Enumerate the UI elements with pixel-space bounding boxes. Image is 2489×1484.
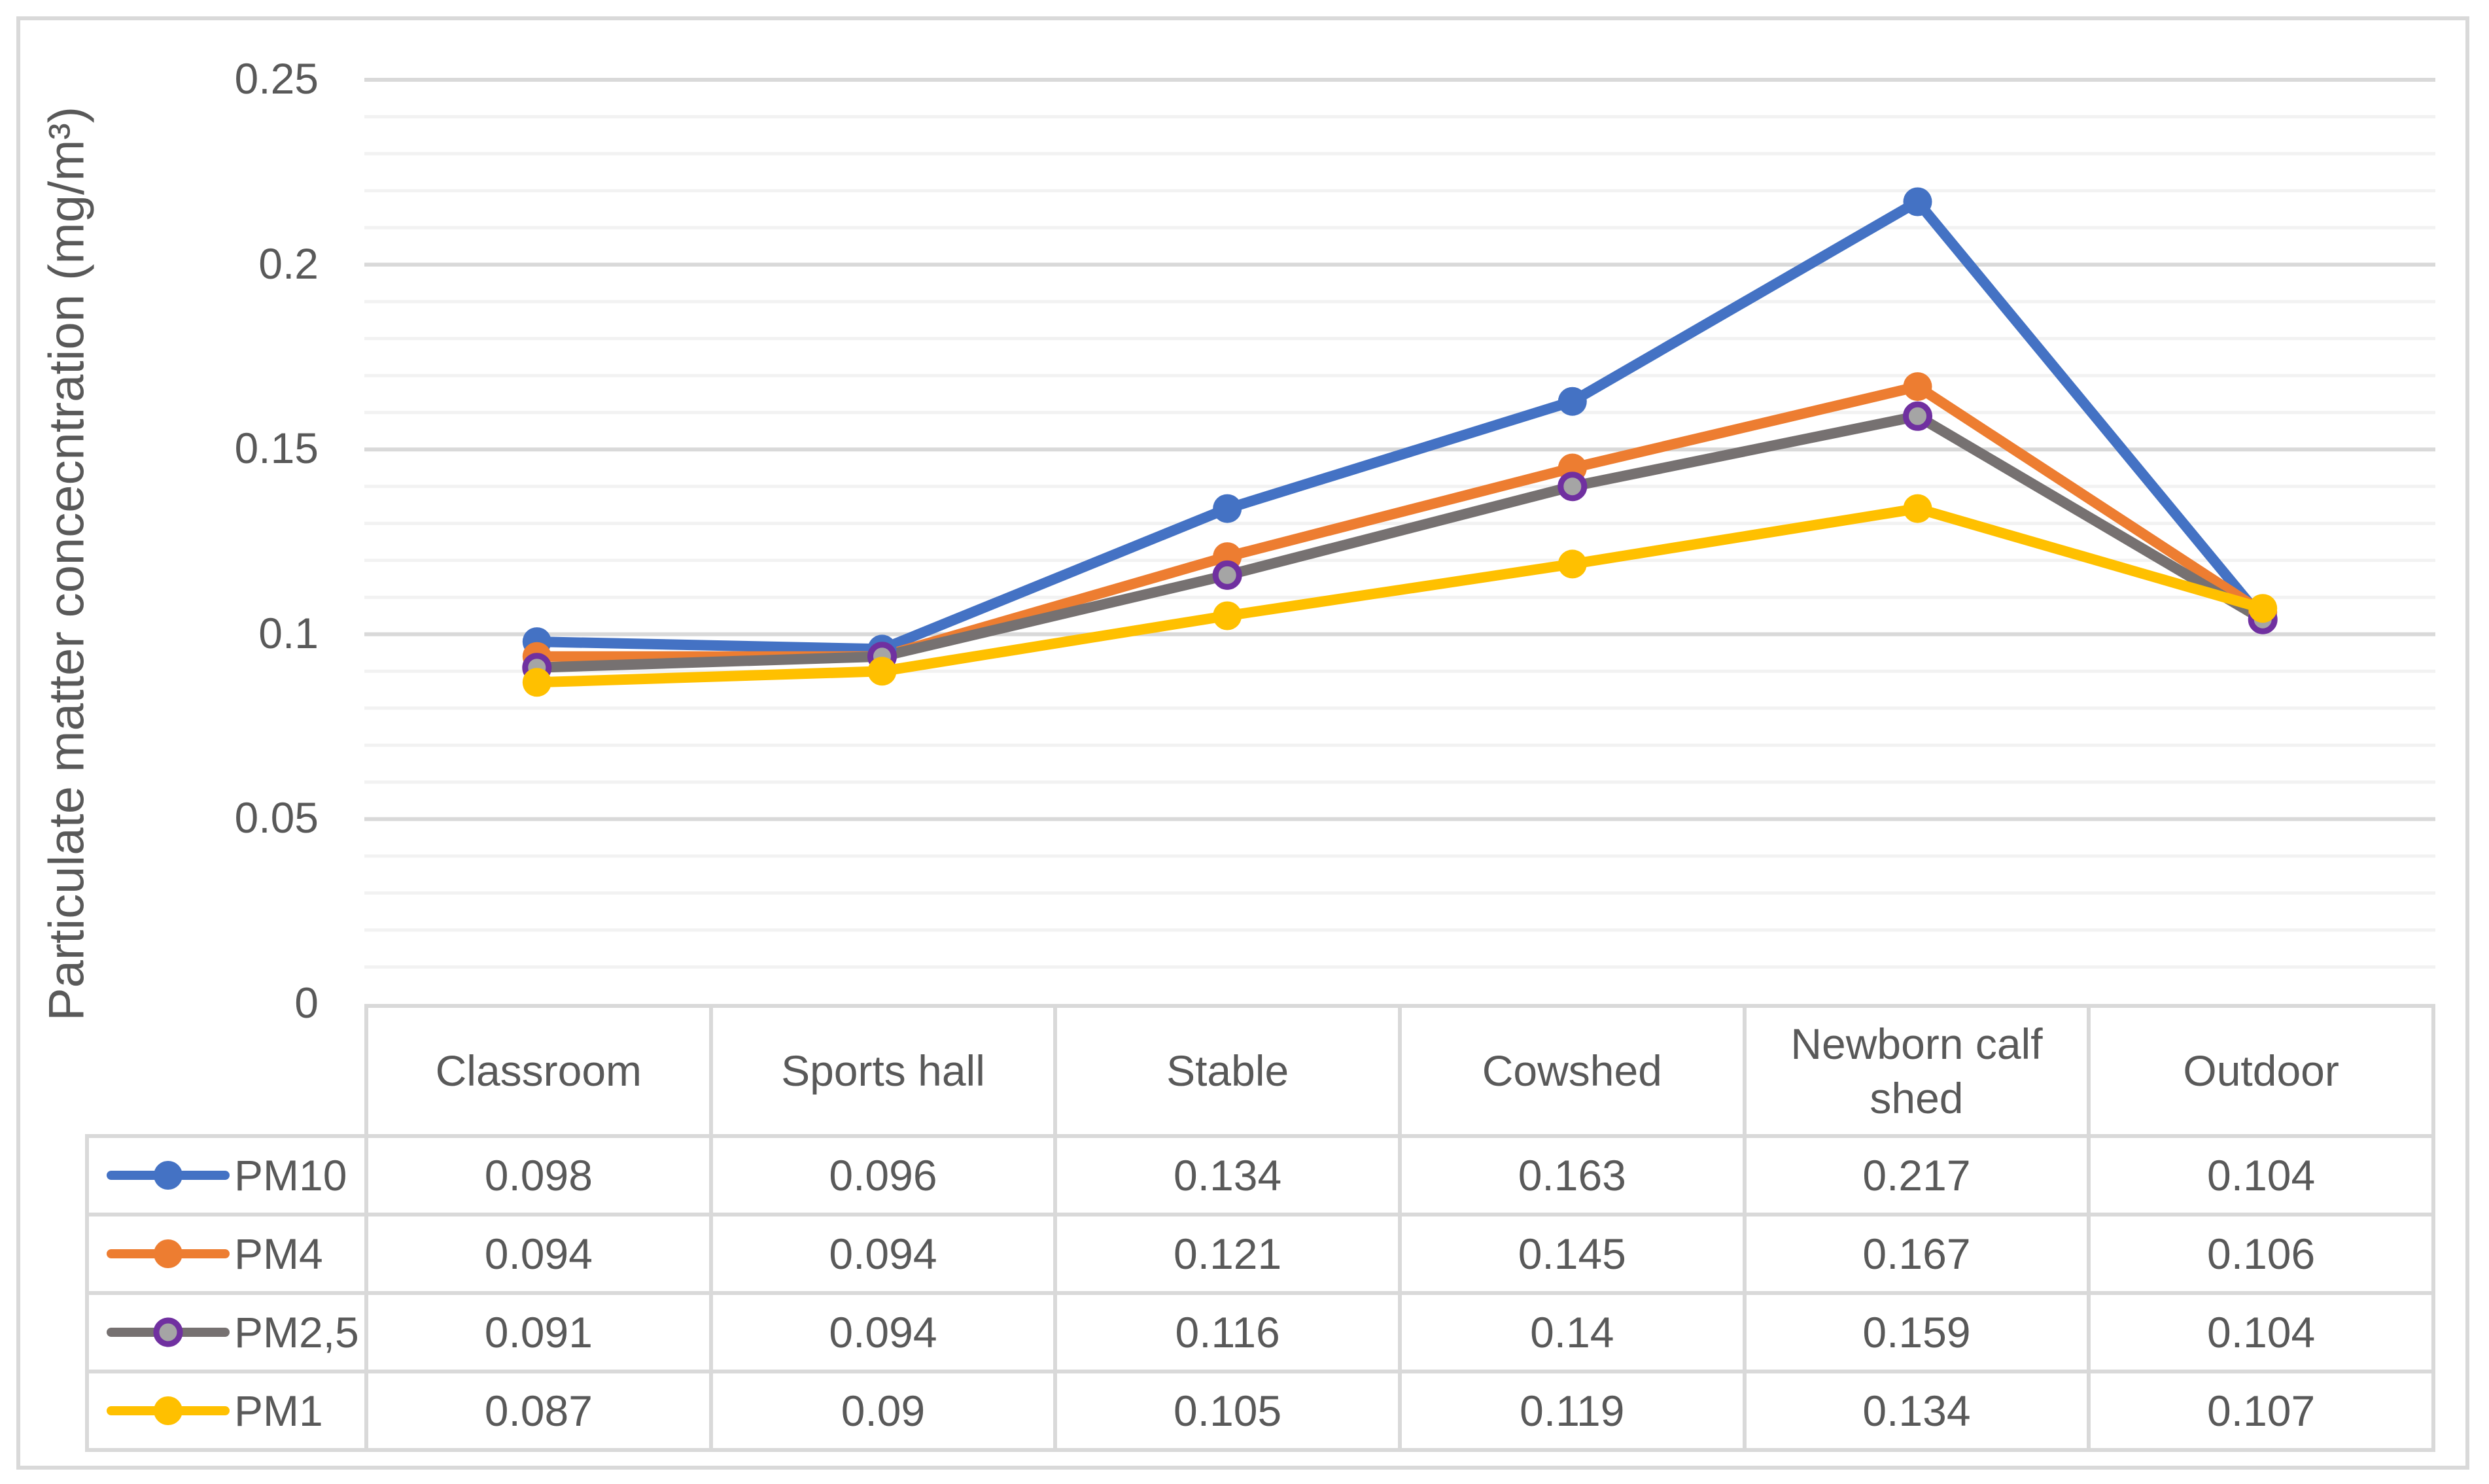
series-label-PM1: PM1	[234, 1387, 323, 1435]
data-point-PM10-2[interactable]	[1213, 494, 1242, 523]
data-table: Classroom Sports hall Stable Cowshed Newborn…	[85, 1004, 2435, 1452]
legend-cell-PM4[interactable]: PM4	[85, 1213, 368, 1295]
table-row-PM1: PM1 0.087 0.09 0.105 0.119 0.134 0.107	[85, 1370, 2435, 1452]
value-cell-PM2,5-2: 0.116	[1053, 1291, 1402, 1373]
data-point-PM1-1[interactable]	[867, 657, 897, 686]
series-line-PM1[interactable]	[531, 503, 2269, 688]
data-point-PM10-4[interactable]	[1903, 187, 1932, 216]
legend-key-PM2,5	[107, 1317, 230, 1347]
y-tick-label-0.2: 0.2	[258, 239, 319, 288]
value-cell-PM10-5: 0.104	[2087, 1134, 2435, 1217]
legend-cell-PM1[interactable]: PM1	[85, 1370, 368, 1452]
series-line-PM4[interactable]	[531, 381, 2269, 662]
value-cell-PM10-1: 0.096	[708, 1134, 1058, 1217]
column-header-2: Stable	[1053, 1004, 1402, 1138]
value-cell-PM1-4: 0.134	[1742, 1370, 2091, 1452]
table-row-PM2,5: PM2,5 0.091 0.094 0.116 0.14 0.159 0.104	[85, 1291, 2435, 1373]
legend-marker-PM2,5	[153, 1317, 183, 1347]
value-cell-PM10-0: 0.098	[364, 1134, 713, 1217]
value-cell-PM2,5-3: 0.14	[1397, 1291, 1747, 1373]
column-header-0: Classroom	[364, 1004, 713, 1138]
y-tick-label-0.05: 0.05	[234, 793, 319, 842]
table-row-PM10: PM10 0.098 0.096 0.134 0.163 0.217 0.104	[85, 1134, 2435, 1217]
value-cell-PM4-3: 0.145	[1397, 1213, 1747, 1295]
value-cell-PM1-1: 0.09	[708, 1370, 1058, 1452]
y-tick-label-0.25: 0.25	[234, 54, 319, 103]
data-table-body: PM10 0.098 0.096 0.134 0.163 0.217 0.104 PM4 …	[85, 1134, 2435, 1452]
series-label-PM10: PM10	[234, 1151, 347, 1199]
data-point-PM4-4[interactable]	[1903, 372, 1932, 402]
value-cell-PM1-2: 0.105	[1053, 1370, 1402, 1452]
value-cell-PM1-0: 0.087	[364, 1370, 713, 1452]
column-header-3: Cowshed	[1397, 1004, 1747, 1138]
value-cell-PM10-4: 0.217	[1742, 1134, 2091, 1217]
data-point-PM1-0[interactable]	[522, 668, 551, 697]
legend-key-PM4	[107, 1239, 230, 1268]
value-cell-PM4-0: 0.094	[364, 1213, 713, 1295]
series-line-PM10[interactable]	[531, 196, 2269, 655]
value-cell-PM4-5: 0.106	[2087, 1213, 2435, 1295]
data-point-PM1-5[interactable]	[2248, 594, 2278, 623]
data-table-header: Classroom Sports hall Stable Cowshed Newborn…	[87, 1004, 2435, 1138]
data-point-PM1-3[interactable]	[1558, 549, 1587, 579]
data-point-PM1-4[interactable]	[1903, 494, 1932, 523]
legend-marker-PM1	[154, 1396, 183, 1425]
column-header-4: Newborn calf shed	[1742, 1004, 2091, 1138]
series-label-PM2,5: PM2,5	[234, 1308, 359, 1356]
table-row-PM4: PM4 0.094 0.094 0.121 0.145 0.167 0.106	[85, 1213, 2435, 1295]
value-cell-PM4-1: 0.094	[708, 1213, 1058, 1295]
value-cell-PM1-5: 0.107	[2087, 1370, 2435, 1452]
legend-cell-PM10[interactable]: PM10	[85, 1134, 368, 1217]
value-cell-PM4-2: 0.121	[1053, 1213, 1402, 1295]
legend-key-PM1	[107, 1396, 230, 1425]
series-label-PM4: PM4	[234, 1230, 323, 1278]
value-cell-PM10-2: 0.134	[1053, 1134, 1402, 1217]
data-point-PM2,5-4[interactable]	[1903, 401, 1932, 431]
y-tick-label-0.1: 0.1	[258, 609, 319, 657]
value-cell-PM2,5-1: 0.094	[708, 1291, 1058, 1373]
column-header-5: Outdoor	[2087, 1004, 2435, 1138]
series-line-PM2,5[interactable]	[531, 411, 2269, 673]
column-header-1: Sports hall	[708, 1004, 1058, 1138]
data-point-PM10-3[interactable]	[1558, 387, 1587, 416]
value-cell-PM1-3: 0.119	[1397, 1370, 1747, 1452]
value-cell-PM2,5-4: 0.159	[1742, 1291, 2091, 1373]
data-point-PM1-2[interactable]	[1213, 601, 1242, 630]
value-cell-PM10-3: 0.163	[1397, 1134, 1747, 1217]
data-point-PM2,5-2[interactable]	[1212, 560, 1242, 590]
data-point-PM2,5-3[interactable]	[1558, 472, 1588, 502]
table-header-row: Classroom Sports hall Stable Cowshed Newborn…	[87, 1004, 2435, 1138]
legend-cell-PM2,5[interactable]: PM2,5	[85, 1291, 368, 1373]
value-cell-PM4-4: 0.167	[1742, 1213, 2091, 1295]
legend-header-cell	[87, 1006, 368, 1138]
legend-marker-PM10	[154, 1161, 183, 1190]
value-cell-PM2,5-0: 0.091	[364, 1291, 713, 1373]
y-tick-label-0.15: 0.15	[234, 424, 319, 472]
legend-key-PM10	[107, 1161, 230, 1190]
value-cell-PM2,5-5: 0.104	[2087, 1291, 2435, 1373]
legend-marker-PM4	[154, 1239, 183, 1268]
